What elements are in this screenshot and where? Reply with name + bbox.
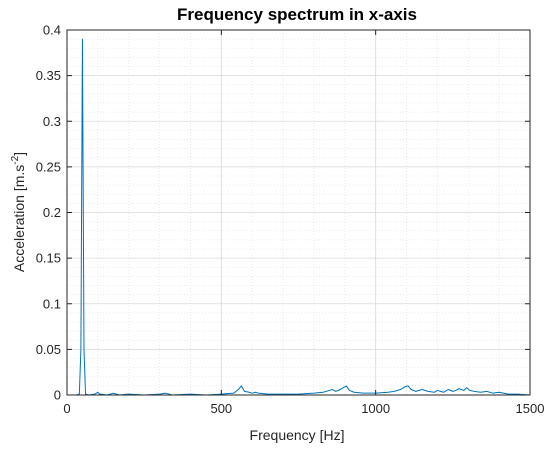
y-tick-label: 0.1 bbox=[43, 296, 61, 311]
minor-grid bbox=[67, 30, 530, 395]
y-tick-label: 0.3 bbox=[43, 114, 61, 129]
y-tick-label: 0.4 bbox=[43, 23, 61, 38]
x-tick-label: 0 bbox=[63, 401, 70, 416]
y-tick-label: 0.35 bbox=[36, 68, 61, 83]
y-tick-label: 0.05 bbox=[36, 342, 61, 357]
y-tick-labels: 0 0.05 0.1 0.15 0.2 0.25 0.3 0.35 0.4 bbox=[36, 23, 61, 403]
x-tick-label: 1500 bbox=[516, 401, 545, 416]
y-axis-label: Acceleration [m.s-2] bbox=[10, 152, 27, 272]
tick-marks bbox=[66, 29, 531, 396]
y-axis-label-superscript: -2 bbox=[10, 155, 21, 164]
y-tick-label: 0.2 bbox=[43, 205, 61, 220]
y-axis-label-main: Acceleration [m.s bbox=[11, 165, 27, 272]
x-tick-labels: 0 500 1000 1500 bbox=[63, 401, 544, 416]
chart-title: Frequency spectrum in x-axis bbox=[177, 5, 417, 24]
y-tick-label: 0.25 bbox=[36, 159, 61, 174]
y-tick-label: 0 bbox=[54, 388, 61, 403]
x-tick-label: 500 bbox=[210, 401, 232, 416]
x-tick-label: 1000 bbox=[361, 401, 390, 416]
x-axis-label: Frequency [Hz] bbox=[250, 427, 345, 443]
y-axis-label-end: ] bbox=[11, 152, 27, 156]
series-line bbox=[67, 38, 531, 396]
major-grid bbox=[66, 29, 531, 396]
y-tick-label: 0.15 bbox=[36, 251, 61, 266]
series-layer bbox=[67, 38, 531, 396]
